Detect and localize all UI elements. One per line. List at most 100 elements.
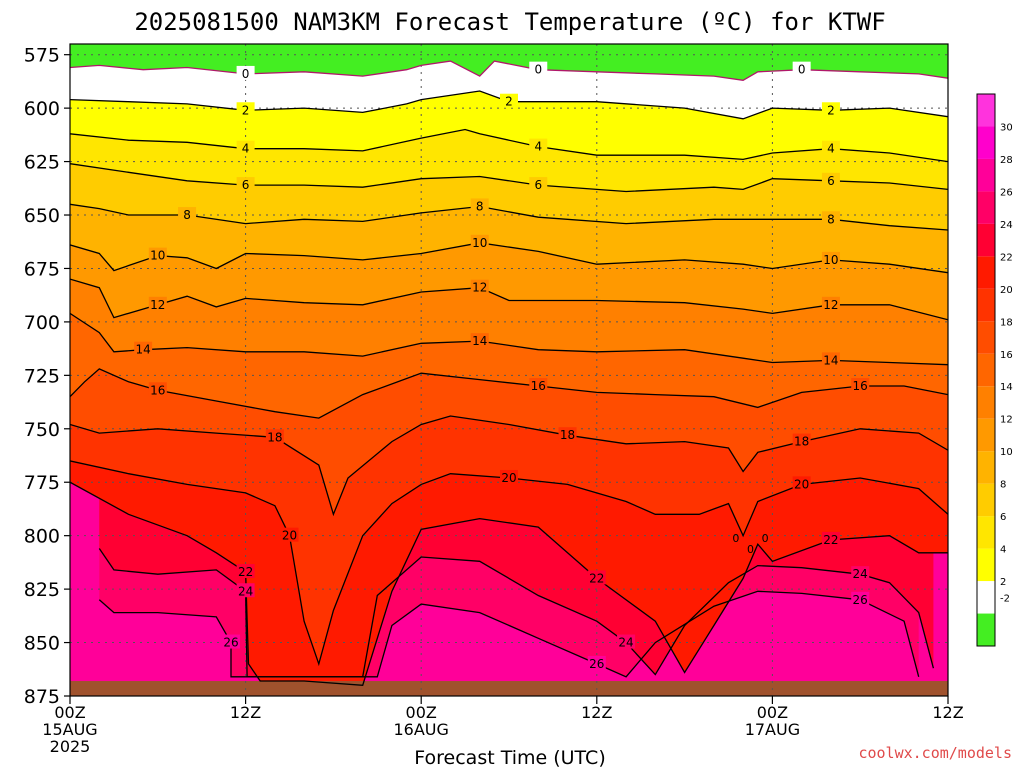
isotherm-26 — [98, 590, 920, 678]
isotherm-label: 26 — [853, 593, 868, 607]
colorbar-tick-label: 16 — [1000, 350, 1013, 361]
colorbar-swatch — [977, 451, 995, 484]
y-tick-label: 800 — [24, 526, 60, 548]
isotherm-label: 10 — [823, 253, 838, 267]
isotherm-16 — [70, 368, 948, 419]
isotherm-label-bg — [280, 527, 299, 542]
colorbar-swatch — [977, 288, 995, 322]
isotherm-label: 14 — [472, 334, 487, 348]
colorbar-swatch — [977, 256, 995, 289]
x-axis-label: Forecast Time (UTC) — [414, 747, 605, 768]
stray-contour-label: 0 — [732, 532, 739, 545]
band-below-minus2-b — [845, 44, 948, 49]
isotherm-label: 12 — [150, 298, 165, 312]
band-above-0 — [70, 44, 948, 81]
isotherm-label-bg — [470, 234, 489, 249]
colorbar-swatch — [977, 126, 995, 159]
isotherm-label: 20 — [501, 471, 516, 485]
ground-surface — [70, 681, 948, 696]
isotherm-label: 18 — [267, 430, 282, 444]
isotherm-label: 12 — [472, 281, 487, 295]
isotherm-label: 16 — [150, 383, 165, 397]
isotherm-label-bg — [821, 140, 840, 155]
isotherm-label: 26 — [589, 657, 604, 671]
x-tick-label: 00Z — [406, 703, 437, 722]
isotherm-lines — [70, 60, 948, 686]
isotherm-label: 0 — [798, 63, 806, 77]
colorbar-tick-label: 6 — [1000, 512, 1006, 523]
isotherm-label: 6 — [827, 174, 835, 188]
colorbar-tick-label: 22 — [1000, 252, 1013, 263]
isotherm-label-bg — [236, 102, 255, 117]
colorbar-tick-label: 26 — [1000, 187, 1013, 198]
y-tick-label: 625 — [24, 152, 60, 174]
isotherm-label-bg — [851, 566, 870, 581]
plot-area — [70, 44, 948, 696]
colorbar-tick-label: 12 — [1000, 415, 1013, 426]
isotherm-label-bg — [821, 352, 840, 367]
isotherm-label: 4 — [827, 142, 835, 156]
y-tick-label: 700 — [24, 312, 60, 334]
isotherm-label: 16 — [531, 379, 546, 393]
isotherm-label-bg — [821, 172, 840, 187]
colorbar-swatch — [977, 94, 995, 127]
isotherm-label: 2 — [827, 103, 835, 117]
isotherm-label: 20 — [794, 477, 809, 491]
isotherm-label: 6 — [534, 178, 542, 192]
x-tick-label: 16AUG — [393, 720, 448, 739]
isotherm-label: 2 — [505, 95, 513, 109]
isotherm-label: 2 — [242, 103, 250, 117]
isotherm-label: 0 — [242, 67, 250, 81]
x-tick-label: 12Z — [581, 703, 612, 722]
isotherm-label: 14 — [823, 353, 838, 367]
x-tick-label: 12Z — [932, 703, 963, 722]
isotherm-label: 10 — [150, 249, 165, 263]
isotherm-label-bg — [792, 476, 811, 491]
colorbar-tick-label: 14 — [1000, 382, 1013, 393]
y-tick-label: 650 — [24, 205, 60, 227]
isotherm-20 — [70, 460, 948, 667]
y-tick-label: 675 — [24, 258, 60, 280]
isotherm-4 — [70, 128, 948, 163]
colorbar-tick-label: 30 — [1000, 122, 1013, 133]
isotherm-label-bg — [148, 382, 167, 397]
colorbar-tick-label: -2 — [1000, 593, 1010, 604]
y-tick-label: 775 — [24, 472, 60, 494]
isotherm-label-bg — [587, 570, 606, 585]
isotherm-label: 24 — [238, 584, 253, 598]
isotherm-label-bg — [821, 211, 840, 226]
stray-contour-label: 0 — [762, 532, 769, 545]
isotherm-label: 18 — [560, 428, 575, 442]
isotherm-2 — [70, 90, 948, 120]
colorbar-swatch — [977, 191, 995, 224]
isotherm-label-bg — [236, 177, 255, 192]
colorbar-swatch — [977, 516, 995, 549]
colorbar-tick-label: 20 — [1000, 285, 1013, 296]
isotherm-label-bg — [821, 251, 840, 266]
colorbar-swatch — [977, 386, 995, 419]
colorbar-tick-label: 28 — [1000, 155, 1013, 166]
isotherm-label: 8 — [827, 212, 835, 226]
isotherm-label-bg — [529, 61, 548, 76]
x-tick-label: 00Z — [757, 703, 788, 722]
isotherm-label-bg — [587, 655, 606, 670]
isotherm-label-bg — [821, 296, 840, 311]
isotherm-label: 0 — [534, 63, 542, 77]
isotherm-label-bg — [134, 341, 153, 356]
colorbar-swatch — [977, 483, 995, 517]
colorbar-swatch — [977, 548, 995, 582]
isotherm-label-bg — [617, 634, 636, 649]
colorbar-tick-label: 24 — [1000, 220, 1013, 231]
isotherm-label-bg — [236, 583, 255, 598]
colorbar-swatch — [977, 581, 995, 614]
plot-frame — [69, 43, 949, 697]
isotherm-6 — [70, 163, 948, 193]
isotherm-label-bg — [529, 138, 548, 153]
isotherm-18 — [70, 415, 948, 517]
isotherm-label: 6 — [242, 178, 250, 192]
isotherm-24 — [98, 548, 935, 678]
isotherm-label-bg — [851, 378, 870, 393]
